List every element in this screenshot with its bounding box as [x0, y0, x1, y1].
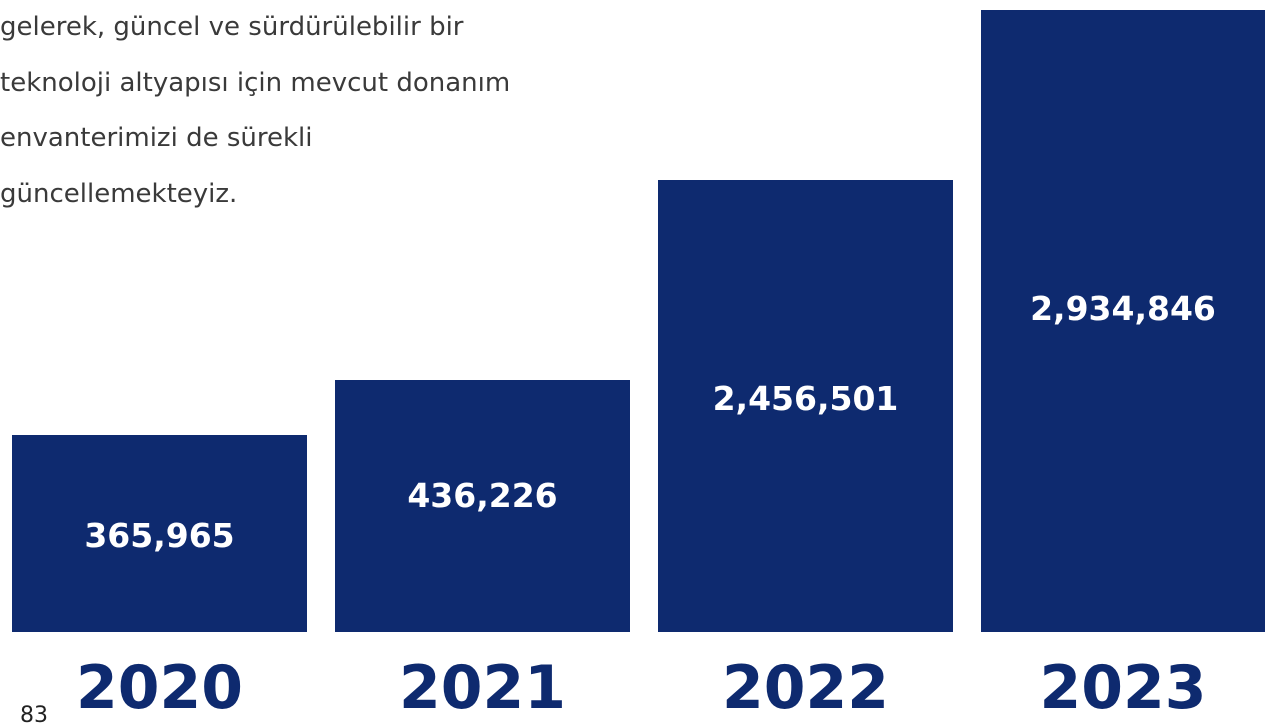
bar: 436,226	[335, 380, 630, 632]
bar-year: 2022	[722, 653, 889, 723]
bar-value: 365,965	[84, 516, 235, 555]
paragraph-line: envanterimizi de sürekli	[0, 123, 313, 153]
bar: 2,934,846	[981, 10, 1265, 632]
paragraph-line: güncellemekteyiz.	[0, 178, 238, 209]
bar-value: 2,934,846	[1030, 289, 1216, 328]
bar-year: 2021	[399, 653, 566, 723]
paragraph-line: teknoloji altyapısı için mevcut donanım	[0, 67, 511, 98]
bar-value: 2,456,501	[712, 379, 899, 418]
paragraph: gelerek, güncel ve sürdürülebilir bir te…	[0, 0, 510, 222]
bar-year: 2023	[1039, 653, 1207, 723]
page-number: 83	[20, 703, 48, 728]
paragraph-line: gelerek, güncel ve sürdürülebilir bir	[0, 12, 464, 42]
bar-year: 2020	[76, 653, 243, 723]
bar-value: 436,226	[407, 476, 558, 515]
bar: 2,456,501	[658, 180, 953, 632]
bar: 365,965	[12, 435, 307, 632]
